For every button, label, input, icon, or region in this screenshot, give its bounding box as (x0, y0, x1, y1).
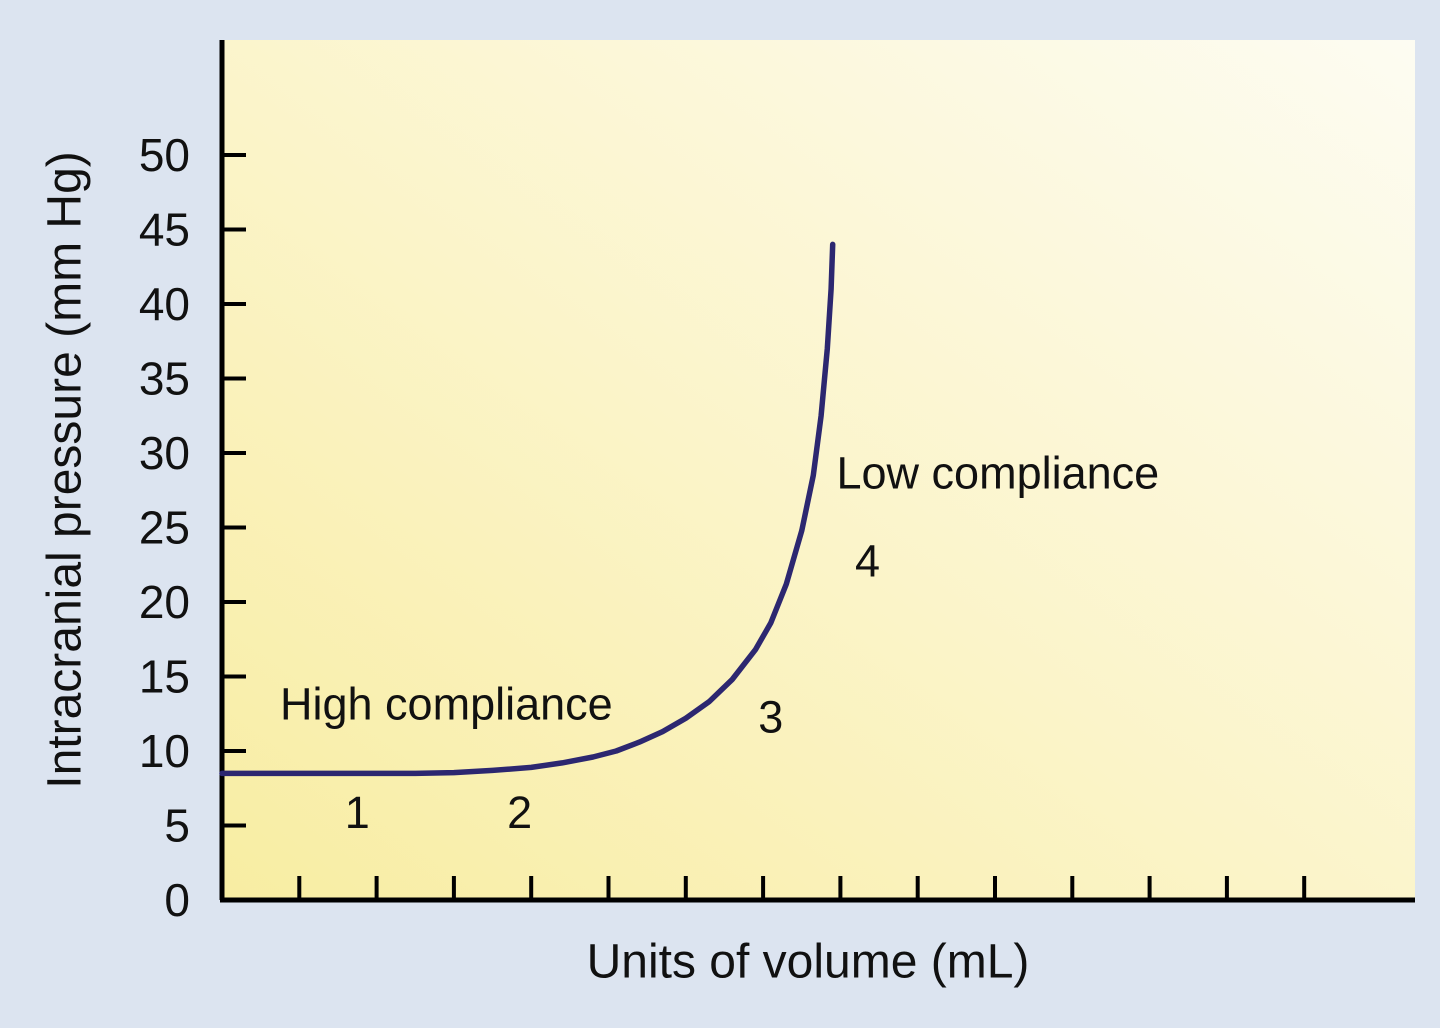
pressure-volume-curve (219, 241, 836, 777)
annotation-4: 4 (855, 535, 880, 586)
annotation-1: 1 (345, 787, 370, 838)
y-tick-label: 5 (164, 800, 190, 852)
y-tick-label: 30 (139, 427, 190, 479)
annotation-2: 2 (507, 787, 532, 838)
annotation-high-compliance: High compliance (280, 678, 613, 729)
annotation-low-compliance: Low compliance (837, 447, 1160, 498)
y-tick-label: 0 (164, 874, 190, 926)
y-tick-label: 10 (139, 725, 190, 777)
y-axis-title: Intracranial pressure (mm Hg) (38, 151, 92, 789)
annotation-3: 3 (758, 692, 783, 743)
y-tick-label: 15 (139, 651, 190, 703)
y-tick-label: 35 (139, 353, 190, 405)
y-tick-label: 45 (139, 204, 190, 256)
plot-area (222, 40, 1415, 900)
x-axis-title: Units of volume (mL) (586, 935, 1030, 989)
y-tick-label: 25 (139, 502, 190, 554)
y-tick-label: 20 (139, 576, 190, 628)
y-tick-label: 50 (139, 129, 190, 181)
y-tick-label: 40 (139, 278, 190, 330)
